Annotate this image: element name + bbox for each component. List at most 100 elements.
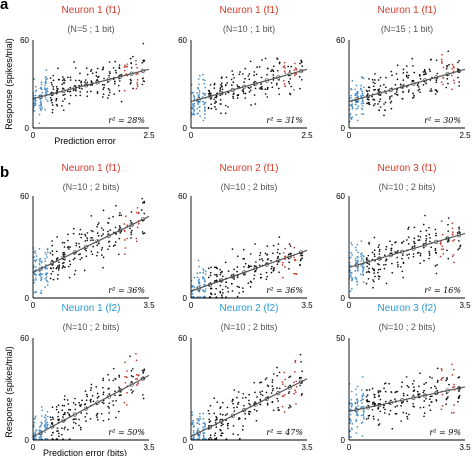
data-point bbox=[201, 96, 204, 98]
data-point bbox=[255, 261, 257, 263]
data-point bbox=[196, 272, 199, 274]
data-point bbox=[46, 256, 48, 258]
data-point bbox=[118, 80, 121, 82]
data-point bbox=[368, 400, 371, 403]
data-point bbox=[407, 386, 410, 388]
data-point bbox=[378, 244, 380, 246]
data-point bbox=[249, 280, 252, 283]
data-point bbox=[130, 211, 133, 213]
data-point bbox=[198, 110, 201, 112]
data-point bbox=[294, 359, 297, 362]
data-point bbox=[96, 416, 98, 418]
data-point bbox=[266, 402, 269, 405]
y-tick-label: 0 bbox=[183, 294, 188, 303]
data-point bbox=[114, 60, 117, 63]
data-point bbox=[355, 406, 357, 409]
data-point bbox=[429, 237, 431, 239]
data-point bbox=[300, 254, 302, 257]
data-point bbox=[242, 92, 245, 95]
data-point bbox=[429, 376, 431, 378]
data-point bbox=[219, 290, 222, 293]
data-point bbox=[360, 240, 363, 242]
data-point bbox=[132, 375, 134, 378]
data-point bbox=[379, 268, 382, 271]
data-point bbox=[350, 399, 352, 401]
data-point bbox=[362, 405, 365, 408]
data-point bbox=[55, 405, 58, 408]
data-point bbox=[361, 113, 363, 115]
data-point bbox=[248, 399, 250, 402]
data-point bbox=[101, 68, 104, 71]
data-point bbox=[374, 72, 376, 75]
data-point bbox=[446, 77, 449, 80]
data-point bbox=[436, 90, 439, 93]
data-point bbox=[219, 88, 222, 90]
data-point bbox=[453, 404, 455, 406]
data-point bbox=[49, 277, 52, 280]
data-point bbox=[39, 98, 42, 101]
data-point bbox=[259, 391, 261, 393]
data-point bbox=[368, 89, 371, 92]
data-point bbox=[360, 257, 363, 260]
data-point bbox=[130, 62, 132, 64]
data-point bbox=[56, 105, 59, 107]
data-point bbox=[204, 288, 207, 290]
data-point bbox=[74, 422, 77, 425]
data-point bbox=[406, 85, 408, 88]
data-point bbox=[102, 229, 105, 231]
data-point bbox=[390, 391, 393, 393]
data-point bbox=[287, 392, 290, 395]
data-point bbox=[202, 269, 205, 272]
data-point bbox=[41, 422, 43, 425]
data-point bbox=[109, 229, 112, 231]
data-point bbox=[46, 284, 49, 286]
data-point bbox=[233, 410, 236, 413]
data-point bbox=[118, 410, 120, 413]
data-point bbox=[214, 273, 216, 276]
data-point bbox=[84, 403, 87, 405]
data-point bbox=[457, 76, 459, 79]
data-point bbox=[51, 83, 53, 86]
data-point bbox=[85, 412, 88, 415]
data-point bbox=[418, 73, 421, 76]
data-point bbox=[130, 79, 132, 82]
data-point bbox=[405, 412, 408, 415]
data-point bbox=[402, 68, 405, 71]
data-point bbox=[362, 113, 365, 115]
data-point bbox=[96, 225, 98, 228]
data-point bbox=[90, 383, 93, 386]
data-point bbox=[372, 104, 375, 107]
data-point bbox=[374, 82, 376, 85]
data-point bbox=[356, 107, 359, 110]
data-point bbox=[118, 376, 121, 378]
data-point bbox=[271, 379, 274, 381]
data-point bbox=[230, 282, 233, 285]
data-point bbox=[295, 73, 298, 75]
data-point bbox=[440, 248, 443, 251]
data-point bbox=[44, 414, 47, 417]
data-point bbox=[75, 89, 77, 92]
data-point bbox=[118, 237, 121, 240]
chart-title: Neuron 3 (f1) bbox=[378, 163, 437, 174]
data-point bbox=[39, 275, 42, 277]
data-point bbox=[57, 273, 59, 276]
data-point bbox=[406, 384, 409, 387]
data-point bbox=[255, 419, 258, 422]
data-point bbox=[135, 211, 138, 214]
data-point bbox=[447, 217, 450, 219]
data-point bbox=[80, 84, 83, 86]
data-point bbox=[371, 267, 374, 270]
data-point bbox=[34, 103, 37, 106]
data-point bbox=[202, 417, 205, 420]
fit-line bbox=[190, 378, 308, 438]
data-point bbox=[419, 78, 422, 80]
data-point bbox=[254, 103, 257, 105]
data-point bbox=[431, 377, 433, 379]
data-point bbox=[255, 410, 258, 412]
data-point bbox=[248, 78, 251, 81]
data-point bbox=[425, 237, 428, 240]
data-point bbox=[377, 419, 380, 421]
data-point bbox=[40, 260, 43, 262]
data-point bbox=[202, 426, 204, 429]
